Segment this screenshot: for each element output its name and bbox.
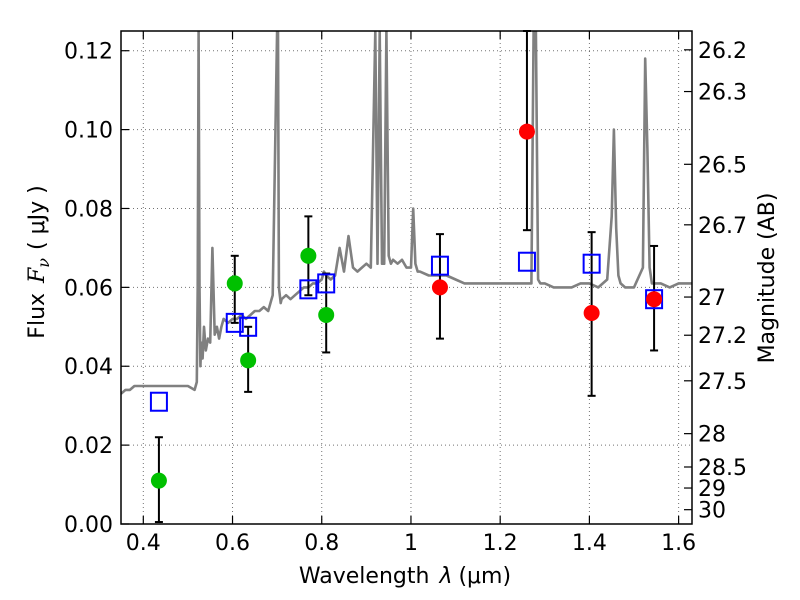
y2-tick-label: 26.2	[698, 39, 747, 64]
model-box-marker	[430, 255, 449, 276]
model-box-marker	[239, 316, 258, 337]
model-box-marker	[225, 312, 244, 333]
y2-tick-label: 28.5	[698, 456, 747, 481]
red-data-point	[518, 123, 535, 140]
model-box-marker	[517, 251, 536, 272]
point-layer	[150, 123, 663, 489]
y-tick-label: 0.00	[64, 513, 113, 538]
x-tick-label: 0.6	[215, 531, 250, 556]
x-tick-label: 0.8	[304, 531, 339, 556]
x-tick-label: 1.2	[483, 531, 518, 556]
x-axis-label: Wavelength λ (μm)	[299, 564, 511, 589]
tick-layer: 0.4 0.6 0.8 1 1.2 1.4 1.6 0.00 0.02 0.04 0.06 0.08 0…	[64, 31, 747, 556]
green-data-point	[300, 247, 317, 264]
y-tick-label: 0.04	[64, 355, 113, 380]
y2-tick-label: 29	[698, 477, 726, 502]
y2-tick-label: 30	[698, 499, 726, 524]
y2-tick-label: 26.5	[698, 153, 747, 178]
y2-tick-label: 27.2	[698, 324, 747, 349]
green-data-point	[226, 275, 243, 292]
red-data-point	[646, 291, 663, 308]
model-box-marker	[582, 253, 601, 274]
y2-tick-label: 28	[698, 423, 726, 448]
y-tick-label: 0.12	[64, 40, 113, 65]
y-tick-label: 0.02	[64, 434, 113, 459]
model-box-marker	[317, 273, 336, 294]
y2-tick-label: 27	[698, 286, 726, 311]
spectrum-line	[121, 31, 692, 395]
x-tick-label: 1.4	[572, 531, 607, 556]
box-layer	[149, 251, 664, 412]
green-data-point	[240, 352, 257, 369]
x-tick-label: 0.4	[126, 531, 161, 556]
errorbar-layer	[154, 30, 659, 524]
red-data-point	[431, 279, 448, 296]
y2-tick-label: 26.7	[698, 214, 747, 239]
y-tick-label: 0.08	[64, 197, 113, 222]
plot-frame	[120, 30, 693, 525]
green-data-point	[318, 306, 335, 323]
y-axis-label: FluxFν( μJy )	[25, 185, 53, 338]
y-tick-label: 0.06	[64, 276, 113, 301]
y2-axis-label: Magnitude (AB)	[755, 193, 780, 364]
x-tick-label: 1.6	[661, 531, 696, 556]
green-data-point	[150, 472, 167, 489]
model-box-marker	[299, 279, 318, 300]
x-tick-label: 1	[404, 531, 418, 556]
red-data-point	[583, 304, 600, 321]
y2-tick-label: 27.5	[698, 370, 747, 395]
y-tick-label: 0.10	[64, 119, 113, 144]
spectrum-layer	[121, 31, 692, 395]
frame-layer	[120, 30, 693, 525]
model-box-marker	[149, 391, 168, 412]
y2-tick-label: 26.3	[698, 81, 747, 106]
